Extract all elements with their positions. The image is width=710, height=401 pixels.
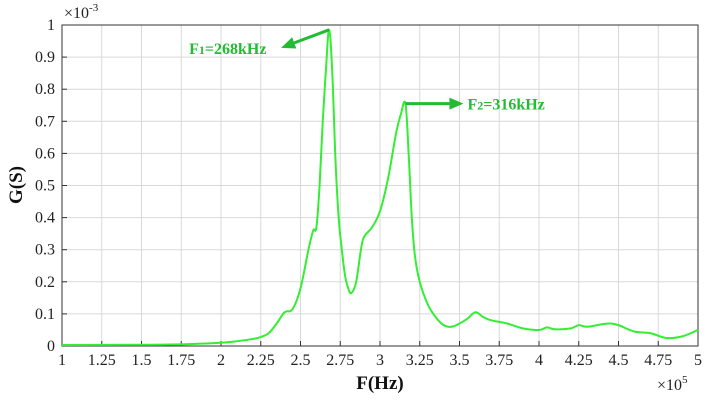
x-tick-label: 5 (694, 352, 702, 369)
y-tick-label: 0.2 (35, 274, 55, 291)
x-tick-label: 4.25 (565, 352, 593, 369)
x-tick-label: 3 (376, 352, 384, 369)
y-tick-label: 1 (47, 17, 55, 34)
series-line (61, 28, 699, 347)
y-multiplier: ×10-3 (64, 2, 99, 22)
x-axis-label: F(Hz) (356, 373, 403, 394)
y-tick-label: 0.7 (35, 113, 55, 130)
y-tick-label: 0.4 (35, 210, 55, 227)
x-tick-label: 3.5 (450, 352, 470, 369)
x-tick-label: 4 (535, 352, 543, 369)
x-tick-label: 2.25 (247, 352, 275, 369)
x-tick-label: 1.75 (167, 352, 195, 369)
y-tick-label: 0.5 (35, 178, 55, 195)
x-tick-label: 3.75 (485, 352, 513, 369)
y-axis-label: G(S) (6, 166, 27, 204)
y-ticks: 0 0.1 0.2 0.3 0.4 0.5 0.6 0.7 0.8 0.9 1 (35, 17, 67, 355)
x-tick-label: 2 (217, 352, 225, 369)
x-tick-label: 2.75 (326, 352, 354, 369)
x-tick-label: 3.25 (406, 352, 434, 369)
grid (61, 24, 699, 347)
y-tick-label: 0.9 (35, 49, 55, 66)
x-tick-label: 4.5 (609, 352, 629, 369)
x-ticks: 1 1.25 1.5 1.75 2 2.25 2.5 2.75 3 3.25 3.5 3.75 4 4.2… (58, 341, 702, 369)
annotations: F1=268kHz F2=316kHz (189, 28, 545, 114)
x-tick-label: 1.25 (88, 352, 116, 369)
x-tick-label: 2.5 (291, 352, 311, 369)
y-tick-label: 0.3 (35, 242, 55, 259)
annotation-label: F1=268kHz (189, 41, 266, 58)
y-tick-label: 0.1 (35, 306, 55, 323)
annotation-arrow-shaft (293, 28, 330, 45)
x-tick-label: 1 (58, 352, 66, 369)
y-tick-label: 0 (47, 338, 55, 355)
y-tick-label: 0.8 (35, 81, 55, 98)
x-multiplier: ×105 (657, 374, 688, 394)
x-tick-label: 1.5 (132, 352, 152, 369)
annotation-label: F2=316kHz (467, 97, 544, 114)
x-tick-label: 4.75 (644, 352, 672, 369)
annotation-arrow-head (281, 37, 297, 49)
annotation-arrow-head (449, 97, 464, 110)
y-tick-label: 0.6 (35, 145, 55, 162)
